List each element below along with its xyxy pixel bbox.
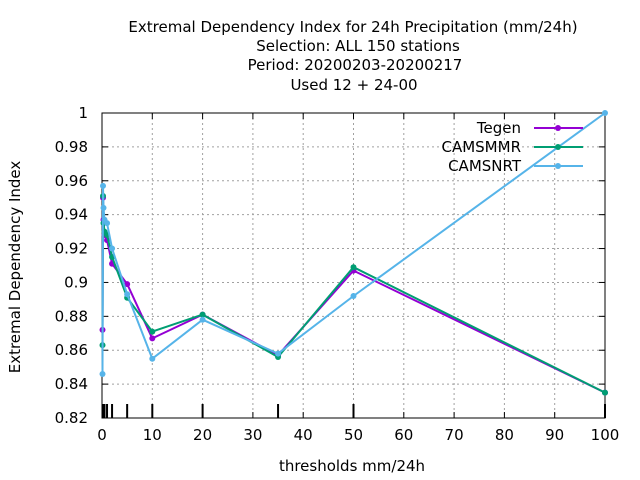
data-point-camsnrt [99, 370, 106, 377]
series-line-camsnrt [101, 112, 606, 374]
x-tick-label: 30 [243, 426, 262, 444]
legend-marker-camsnrt [555, 163, 561, 169]
legend-label-tegen: Tegen [476, 119, 521, 137]
legend-label-camsmmr: CAMSMMR [441, 138, 521, 156]
x-tick-label: 80 [495, 426, 514, 444]
legend-entry-camsmmr: CAMSMMR [441, 138, 583, 156]
chart-title: Extremal Dependency Index for 24h Precip… [128, 18, 577, 94]
data-point-tegen [124, 281, 131, 288]
data-point-tegen [149, 335, 156, 342]
y-tick-label: 0.88 [55, 307, 88, 325]
x-tick-label: 70 [445, 426, 464, 444]
data-point-camsmmr [199, 311, 206, 318]
legend-entry-tegen: Tegen [476, 119, 583, 137]
y-tick-label: 0.96 [55, 172, 88, 190]
y-axis-label: Extremal Dependency Index [6, 161, 24, 374]
data-point-camsnrt [124, 291, 131, 298]
data-point-camsmmr [149, 328, 156, 335]
legend-label-camsnrt: CAMSNRT [448, 157, 522, 175]
data-point-camsnrt [149, 355, 156, 362]
title-line-2: Selection: ALL 150 stations [256, 37, 460, 55]
y-tick-label: 0.98 [55, 138, 88, 156]
data-point-camsmmr [350, 264, 357, 271]
legend-entry-camsnrt: CAMSNRT [448, 157, 583, 175]
x-tick-label: 90 [545, 426, 564, 444]
data-point-camsnrt [109, 245, 116, 252]
x-tick-label: 60 [394, 426, 413, 444]
x-tick-label: 10 [143, 426, 162, 444]
x-axis-label: thresholds mm/24h [279, 457, 425, 475]
x-tick-label: 0 [97, 426, 107, 444]
data-point-camsnrt [602, 110, 608, 116]
data-point-camsnrt [275, 350, 282, 357]
data-point-camsnrt [199, 316, 206, 323]
data-point-camsnrt [100, 204, 107, 211]
y-tick-label: 0.82 [55, 409, 88, 427]
y-tick-label: 0.84 [55, 375, 88, 393]
ticks-layer: 0 10 20 30 40 50 60 70 80 90 100 0.82 0.84 0.86 0.88 0.… [55, 104, 620, 444]
legend: Tegen CAMSMMR CAMSNRT [441, 119, 583, 175]
legend-marker-tegen [555, 125, 561, 131]
data-point-camsnrt [350, 293, 357, 299]
x-tick-label: 40 [294, 426, 313, 444]
legend-marker-camsmmr [555, 144, 561, 150]
y-tick-label: 0.92 [55, 240, 88, 258]
y-tick-label: 0.86 [55, 341, 88, 359]
y-tick-label: 1 [78, 104, 88, 122]
title-line-1: Extremal Dependency Index for 24h Precip… [128, 18, 577, 36]
x-tick-label: 50 [344, 426, 363, 444]
title-line-4: Used 12 + 24-00 [290, 76, 417, 94]
data-point-camsnrt [100, 182, 107, 189]
y-tick-label: 0.9 [64, 273, 88, 291]
grid-layer [102, 113, 605, 418]
y-tick-label: 0.94 [55, 206, 88, 224]
x-tick-label: 20 [193, 426, 212, 444]
data-point-camsnrt [104, 220, 111, 227]
data-point-camsmmr [602, 389, 608, 396]
x-tick-label: 100 [591, 426, 620, 444]
title-line-3: Period: 20200203-20200217 [248, 56, 463, 74]
series-layer [99, 110, 608, 396]
